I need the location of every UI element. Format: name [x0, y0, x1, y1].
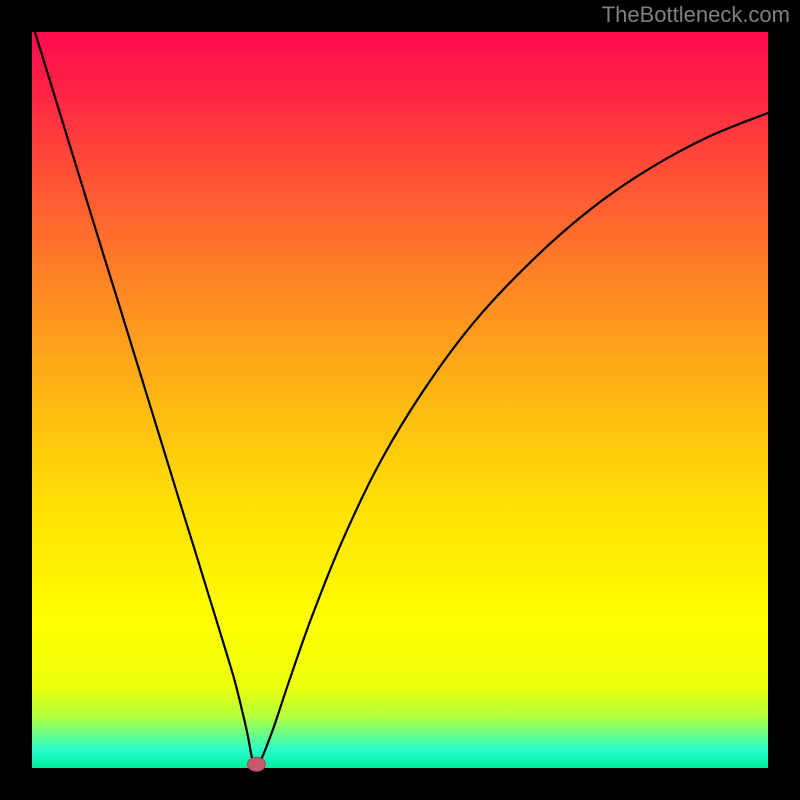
watermark-text: TheBottleneck.com: [602, 2, 790, 28]
chart-container: TheBottleneck.com: [0, 0, 800, 800]
minimum-marker: [247, 757, 265, 771]
bottleneck-chart: [0, 0, 800, 800]
